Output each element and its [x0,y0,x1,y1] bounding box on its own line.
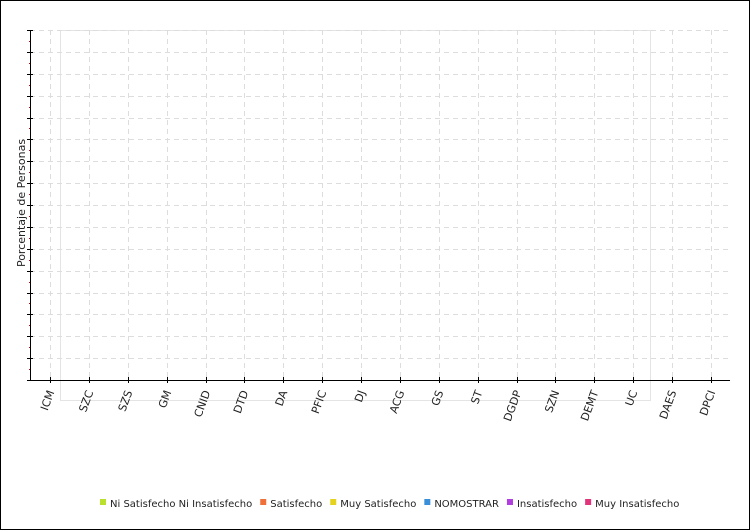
x-tick-label: DJ [352,389,368,404]
x-tick-label: GM [156,389,174,410]
legend-label: Muy Satisfecho [340,499,416,510]
legend-swatch [100,499,106,505]
legend-label: Ni Satisfecho Ni Insatisfecho [110,499,252,510]
legend: Ni Satisfecho Ni Insatisfecho Satisfecho M… [100,499,679,510]
legend-label: Insatisfecho [517,499,577,510]
legend-label: Satisfecho [270,499,322,510]
legend-swatch [506,499,513,505]
legend-label: NOMOSTRAR [434,499,499,510]
x-tick-label: UC [623,388,641,408]
x-tick-label: GS [429,389,447,408]
x-tick-label: DA [273,388,291,408]
legend-label: Muy Insatisfecho [595,499,679,510]
x-tick-label: ST [468,388,485,406]
legend-swatch [585,499,592,505]
y-axis-label: Porcentaje de Personas [15,139,28,267]
legend-swatch [260,499,267,505]
legend-swatch [330,499,337,505]
legend-swatch [424,499,431,505]
